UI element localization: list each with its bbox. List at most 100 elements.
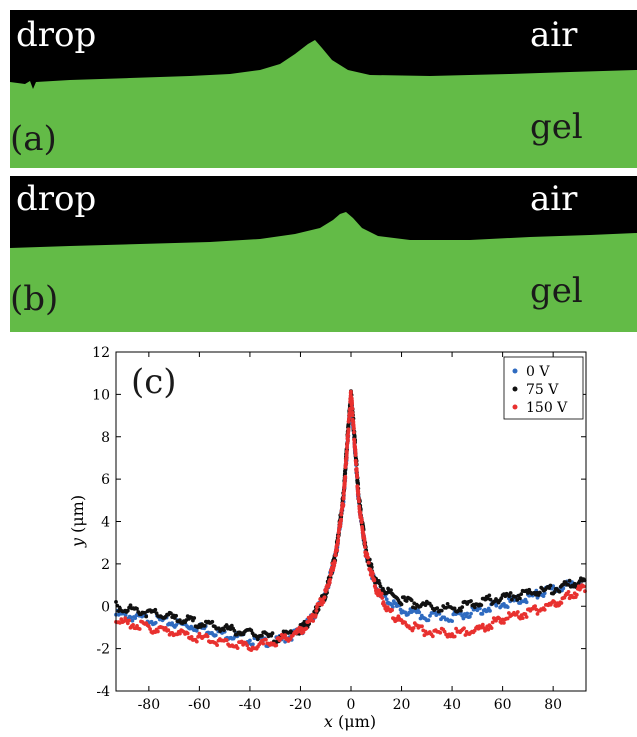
data-point: [390, 608, 394, 612]
series-150-v: [114, 389, 587, 652]
data-point: [435, 606, 440, 610]
data-point: [356, 492, 361, 496]
chart-panel-label: (c): [131, 362, 177, 402]
data-point: [264, 637, 268, 642]
x-axis-unit: (μm): [338, 712, 376, 731]
data-point: [538, 590, 542, 595]
data-point: [507, 594, 512, 599]
data-point: [541, 594, 546, 598]
data-point: [224, 638, 229, 643]
data-point: [156, 629, 160, 634]
legend-label: 0 V: [526, 364, 550, 380]
data-point: [153, 620, 158, 625]
data-point: [125, 608, 130, 613]
data-point: [248, 638, 252, 643]
data-point: [344, 453, 349, 457]
x-tick-label: -80: [138, 697, 161, 713]
data-point: [215, 643, 220, 647]
y-axis-var: y: [68, 537, 87, 548]
data-point: [467, 614, 472, 619]
data-point: [355, 475, 360, 480]
data-point: [465, 611, 470, 616]
data-point: [192, 616, 197, 620]
data-point: [339, 512, 344, 517]
data-point: [439, 608, 444, 613]
data-point: [445, 602, 450, 606]
data-point: [494, 603, 499, 608]
data-point: [341, 496, 346, 500]
data-point: [163, 626, 168, 630]
data-point: [343, 474, 348, 479]
data-point: [454, 626, 458, 631]
data-point: [487, 593, 492, 598]
data-point: [119, 617, 124, 622]
data-point: [343, 464, 348, 469]
data-point: [552, 600, 557, 604]
data-point: [472, 605, 477, 610]
data-point: [363, 545, 367, 549]
data-point: [178, 631, 182, 636]
data-point: [488, 597, 493, 602]
data-point: [205, 634, 210, 639]
data-point: [461, 616, 466, 621]
data-point: [123, 613, 128, 618]
data-point: [462, 626, 466, 631]
x-tick-label: -20: [289, 697, 312, 713]
air-label-a: air: [530, 15, 578, 55]
data-point: [137, 627, 142, 631]
x-tick-label: 80: [544, 697, 562, 713]
x-axis-label: x (μm): [324, 712, 376, 731]
y-tick-label: -2: [96, 642, 110, 658]
data-point: [251, 642, 255, 647]
data-point: [144, 614, 149, 619]
data-point: [174, 623, 179, 627]
y-axis-label: y (μm): [68, 495, 87, 548]
data-point: [346, 434, 350, 438]
data-point: [559, 601, 564, 605]
data-point: [390, 605, 395, 609]
data-point: [404, 599, 409, 603]
data-point: [194, 628, 199, 633]
y-tick-label: 0: [101, 599, 110, 615]
data-point: [488, 609, 492, 613]
data-point: [336, 538, 341, 542]
data-point: [452, 606, 457, 611]
data-point: [185, 631, 190, 636]
data-point: [450, 619, 454, 623]
legend: 0 V 75 V 150 V: [503, 356, 584, 420]
data-point: [327, 580, 332, 585]
y-tick-label: 2: [101, 557, 110, 573]
data-point: [371, 571, 375, 576]
data-point: [245, 643, 250, 648]
data-point: [557, 589, 562, 594]
legend-marker: [512, 386, 518, 392]
data-point: [322, 595, 327, 600]
data-point: [347, 416, 351, 421]
data-point: [460, 605, 465, 609]
data-point: [384, 597, 389, 602]
data-point: [232, 628, 237, 633]
data-point: [413, 606, 418, 610]
data-point: [360, 517, 364, 522]
data-point: [352, 426, 356, 431]
data-point: [332, 560, 337, 565]
data-point: [256, 637, 260, 642]
data-point: [519, 592, 524, 596]
data-point: [423, 603, 428, 607]
x-tick-label: -60: [188, 697, 211, 713]
data-point: [350, 407, 355, 411]
data-point: [535, 612, 540, 616]
data-point: [338, 522, 343, 527]
y-tick-label: 6: [101, 472, 110, 488]
data-point: [321, 600, 326, 604]
y-tick-label: 10: [92, 387, 110, 403]
data-point: [174, 613, 179, 618]
gel-profile-a: [10, 40, 637, 168]
data-point: [304, 626, 309, 631]
series-75-v: [114, 389, 587, 645]
data-point: [469, 599, 473, 603]
data-point: [381, 600, 386, 604]
data-point: [524, 600, 529, 605]
